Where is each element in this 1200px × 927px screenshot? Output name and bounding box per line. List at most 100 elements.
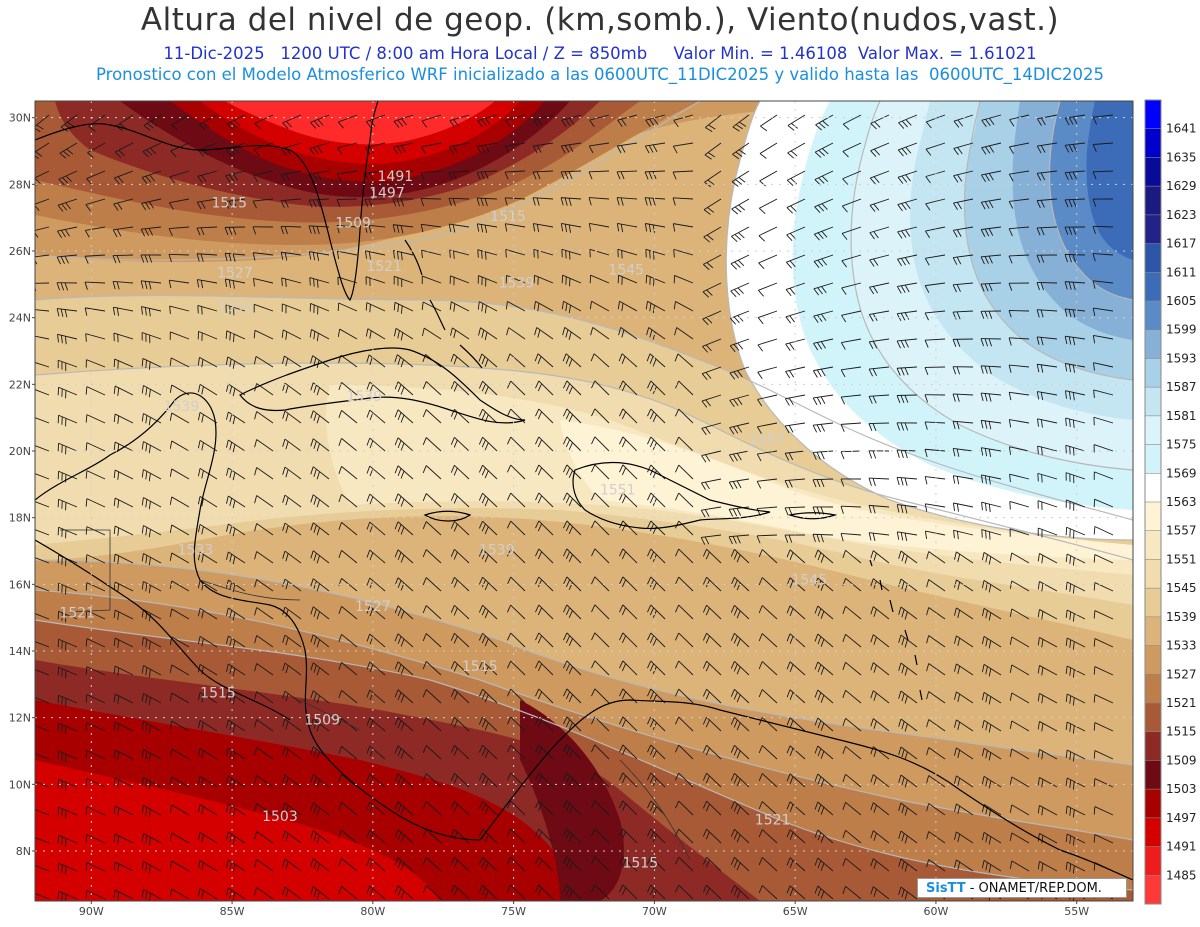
wind-barb (1008, 337, 1030, 346)
wind-barb (169, 552, 190, 564)
wind-barb (702, 576, 722, 592)
wind-barb (954, 635, 974, 648)
wind-barb (590, 327, 610, 340)
wind-barb (1008, 198, 1030, 209)
wind-barb (814, 745, 834, 760)
wind-barb (898, 634, 918, 648)
wind-barb (226, 607, 246, 621)
wind-barb (254, 523, 274, 536)
wind-barb (113, 693, 134, 704)
colorbar-swatch (1145, 444, 1161, 474)
wind-barb (870, 886, 890, 900)
wind-barb (563, 604, 582, 620)
wind-barb (704, 142, 722, 160)
wind-barb (254, 607, 274, 620)
wind-barb (310, 550, 330, 564)
wind-barb (1065, 417, 1086, 429)
wind-barb (85, 694, 106, 704)
wind-barb (506, 828, 526, 844)
wind-barb (478, 856, 498, 872)
wind-barb (813, 226, 834, 241)
wind-barb (842, 857, 862, 872)
wind-barb (841, 226, 862, 240)
wind-barb (786, 254, 806, 269)
wind-barb (422, 381, 442, 396)
wind-barb (563, 436, 582, 452)
wind-barb (450, 464, 470, 480)
wind-barb (728, 450, 750, 462)
wind-barb (896, 476, 918, 486)
wind-barb (784, 422, 806, 434)
wind-barb (1037, 500, 1058, 510)
colorbar-swatch (1145, 415, 1161, 446)
wind-barb (393, 328, 414, 341)
wind-barb (954, 551, 974, 564)
wind-barb (35, 445, 50, 452)
wind-barb (730, 856, 750, 872)
wind-barb (619, 856, 638, 872)
wind-barb (141, 777, 162, 790)
wind-barb (57, 498, 78, 511)
wind-barb (35, 837, 50, 844)
wind-barb (535, 436, 554, 452)
contour-label: 1491 (378, 169, 414, 185)
wind-barb (647, 744, 666, 760)
wind-barb (113, 777, 134, 788)
wind-barb (560, 222, 582, 233)
wind-barb (308, 251, 330, 261)
wind-barb (141, 413, 162, 426)
wind-barb (310, 438, 330, 452)
wind-barb (730, 800, 750, 816)
wind-barb (980, 447, 1002, 457)
wind-barb (591, 828, 610, 844)
wind-barb (561, 274, 582, 287)
wind-barb (57, 806, 78, 819)
wind-barb (591, 464, 610, 480)
wind-barb (619, 548, 638, 564)
wind-barb (1036, 391, 1058, 401)
wind-barb (869, 198, 890, 212)
colorbar-swatch (1145, 329, 1161, 359)
wind-barb (535, 744, 554, 760)
wind-barb (926, 831, 946, 844)
wind-barb (226, 747, 246, 761)
wind-barb (757, 338, 778, 352)
wind-barb (225, 356, 246, 369)
wind-barb (730, 604, 750, 620)
wind-barb (282, 606, 302, 620)
wind-barb (1009, 720, 1030, 732)
wind-barb (85, 890, 106, 900)
wind-barb (1093, 834, 1114, 844)
colorbar-label: 1503 (1166, 782, 1197, 796)
wind-barb (674, 744, 694, 760)
wind-barb (478, 548, 498, 564)
wind-barb (758, 254, 778, 270)
wind-barb (1009, 832, 1030, 844)
wind-barb (759, 142, 778, 159)
wind-barb (226, 887, 246, 901)
wind-barb (226, 831, 246, 845)
wind-barb (954, 803, 974, 816)
wind-barb (226, 691, 246, 705)
wind-barb (281, 277, 302, 287)
wind-barb (57, 610, 78, 623)
wind-barb (674, 772, 694, 788)
wind-barb (702, 716, 722, 732)
lon-tick-85W: 85W (220, 905, 245, 918)
wind-barb (758, 773, 778, 788)
colorbar-label: 1557 (1166, 524, 1197, 538)
wind-barb (169, 580, 190, 592)
wind-barb (674, 353, 694, 368)
wind-barb (1037, 777, 1058, 788)
wind-barb (226, 775, 246, 789)
wind-barb (730, 688, 750, 704)
wind-barb (254, 691, 274, 704)
wind-barb (952, 420, 974, 430)
wind-barb (197, 356, 218, 368)
wind-barb (476, 142, 498, 154)
wind-barb (1093, 778, 1114, 788)
wind-barb (702, 548, 722, 564)
wind-barb (702, 338, 722, 353)
wind-barb (647, 576, 666, 592)
wind-barb (1037, 861, 1058, 872)
